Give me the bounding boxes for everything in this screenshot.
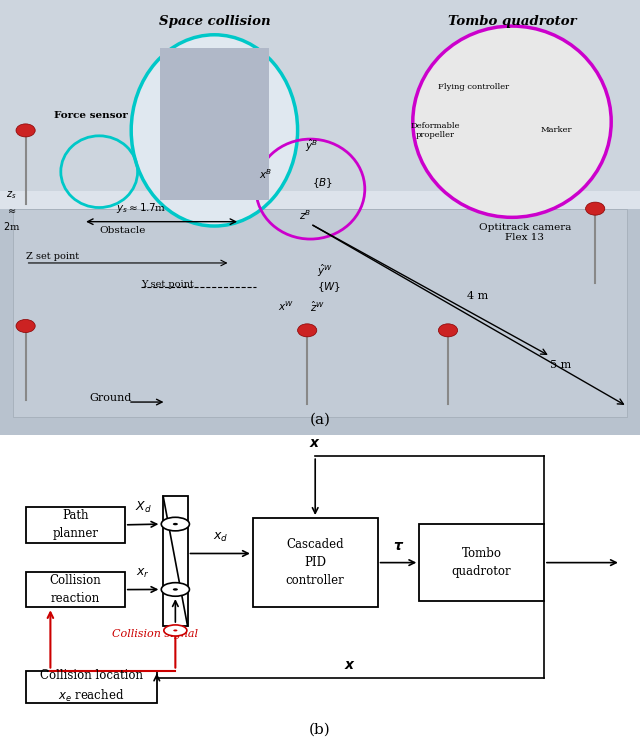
Text: Force sensor: Force sensor bbox=[54, 111, 128, 120]
Polygon shape bbox=[160, 48, 269, 200]
Circle shape bbox=[161, 583, 189, 596]
Text: Obstacle: Obstacle bbox=[99, 226, 145, 235]
Text: $\approx$: $\approx$ bbox=[6, 207, 17, 215]
Text: Collision signal: Collision signal bbox=[112, 629, 198, 638]
Circle shape bbox=[173, 588, 178, 591]
Text: $y_s \approx 1.7$m: $y_s \approx 1.7$m bbox=[116, 201, 166, 215]
Circle shape bbox=[298, 324, 317, 337]
Circle shape bbox=[173, 629, 177, 632]
Bar bbox=[253, 518, 378, 607]
Bar bbox=[163, 496, 188, 626]
Text: Collision location
$x_e$ reached: Collision location $x_e$ reached bbox=[40, 669, 143, 704]
Text: $x^W$: $x^W$ bbox=[278, 299, 294, 314]
Text: Space collision: Space collision bbox=[159, 15, 270, 28]
Circle shape bbox=[161, 517, 189, 531]
Bar bbox=[26, 507, 125, 542]
Text: $\boldsymbol{\tau}$: $\boldsymbol{\tau}$ bbox=[393, 539, 404, 554]
Circle shape bbox=[173, 523, 178, 525]
Polygon shape bbox=[0, 209, 640, 435]
Bar bbox=[419, 524, 544, 601]
Polygon shape bbox=[13, 209, 627, 418]
Text: $2$m: $2$m bbox=[3, 220, 20, 232]
Circle shape bbox=[16, 319, 35, 333]
Text: Tombo
quadrotor: Tombo quadrotor bbox=[452, 547, 511, 578]
Text: $x^B$: $x^B$ bbox=[259, 167, 273, 181]
Text: $z_s$: $z_s$ bbox=[6, 189, 17, 201]
Text: Marker: Marker bbox=[541, 126, 573, 134]
Text: Collision
reaction: Collision reaction bbox=[49, 574, 101, 605]
Bar bbox=[26, 670, 157, 703]
Circle shape bbox=[16, 124, 35, 137]
Text: $\boldsymbol{x}$: $\boldsymbol{x}$ bbox=[344, 658, 356, 672]
Text: Deformable
propeller: Deformable propeller bbox=[410, 122, 460, 139]
Text: $\boldsymbol{x}$: $\boldsymbol{x}$ bbox=[309, 436, 321, 450]
Polygon shape bbox=[0, 0, 640, 209]
Ellipse shape bbox=[413, 26, 611, 218]
Polygon shape bbox=[0, 191, 640, 209]
Text: $z^B$: $z^B$ bbox=[299, 208, 312, 221]
Text: (b): (b) bbox=[309, 723, 331, 737]
Text: Cascaded
PID
controller: Cascaded PID controller bbox=[286, 538, 344, 587]
Text: $\hat{y}^B$: $\hat{y}^B$ bbox=[305, 137, 318, 154]
Text: 5 m: 5 m bbox=[550, 360, 572, 370]
Circle shape bbox=[164, 625, 187, 636]
Ellipse shape bbox=[131, 35, 298, 226]
Text: Z set point: Z set point bbox=[26, 252, 79, 261]
Text: (a): (a) bbox=[310, 413, 330, 426]
Text: Optitrack camera
Flex 13: Optitrack camera Flex 13 bbox=[479, 223, 571, 242]
Circle shape bbox=[586, 202, 605, 215]
Text: 4 m: 4 m bbox=[467, 291, 488, 301]
Text: $\boldsymbol{x_r}$: $\boldsymbol{x_r}$ bbox=[136, 567, 150, 580]
Text: Path
planner: Path planner bbox=[52, 510, 98, 540]
Text: Tombo quadrotor: Tombo quadrotor bbox=[448, 15, 576, 28]
Text: Flying controller: Flying controller bbox=[438, 83, 509, 91]
Bar bbox=[26, 572, 125, 607]
Text: $\hat{y}^W$: $\hat{y}^W$ bbox=[317, 262, 333, 279]
Text: Y set point: Y set point bbox=[141, 280, 193, 289]
Text: $\boldsymbol{x_d}$: $\boldsymbol{x_d}$ bbox=[212, 531, 228, 544]
Circle shape bbox=[438, 324, 458, 337]
Text: $\hat{z}^W$: $\hat{z}^W$ bbox=[310, 299, 325, 314]
Text: Ground: Ground bbox=[90, 393, 132, 403]
Text: $\boldsymbol{X_d}$: $\boldsymbol{X_d}$ bbox=[134, 500, 152, 515]
Text: $\{W\}$: $\{W\}$ bbox=[317, 280, 341, 293]
Text: $\{B\}$: $\{B\}$ bbox=[312, 177, 333, 190]
